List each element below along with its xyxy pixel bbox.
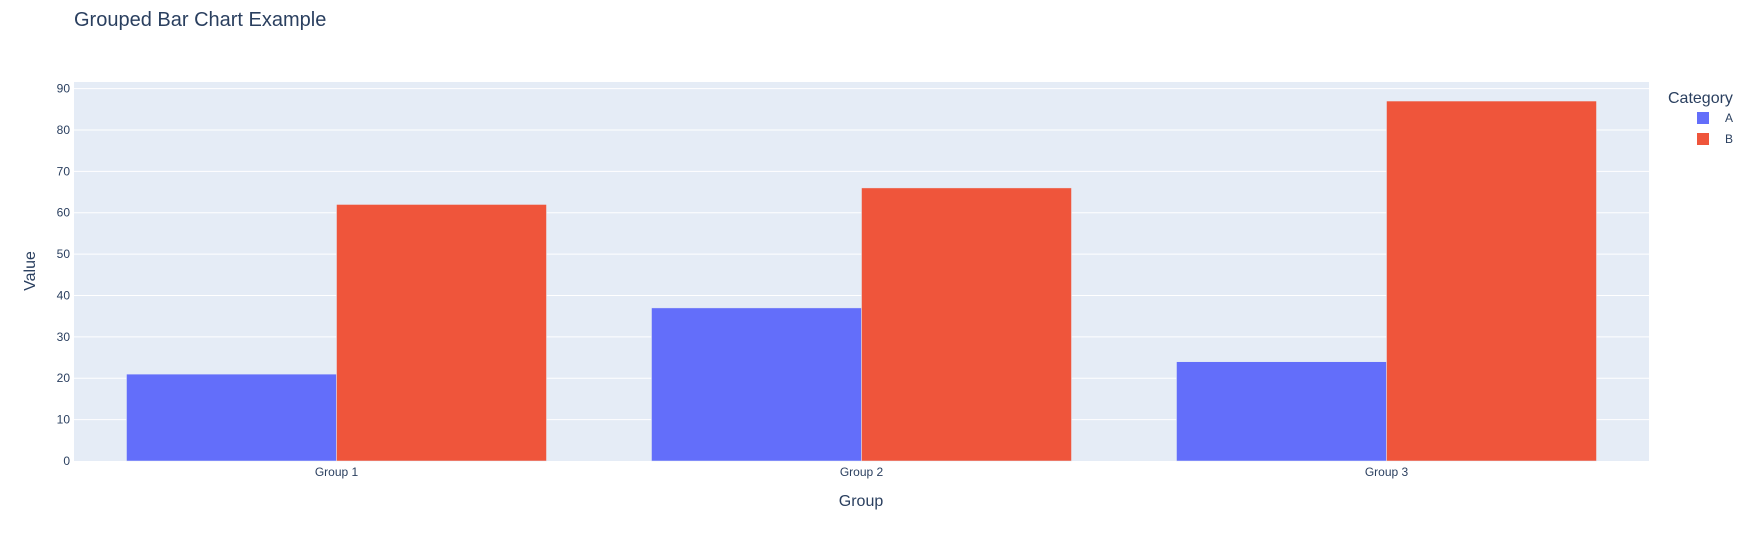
x-axis-label: Group bbox=[839, 493, 884, 510]
y-tick-label: 10 bbox=[57, 413, 71, 427]
legend: Category AB bbox=[1668, 90, 1733, 146]
bar-b-2[interactable] bbox=[861, 187, 1072, 462]
y-tick-label: 90 bbox=[57, 82, 71, 96]
legend-label-a[interactable]: A bbox=[1725, 111, 1733, 125]
legend-swatch-a[interactable] bbox=[1697, 112, 1709, 124]
bar-a-1[interactable] bbox=[126, 373, 337, 462]
x-tick-label: Group 1 bbox=[315, 465, 359, 479]
legend-title: Category bbox=[1668, 90, 1733, 107]
legend-swatch-b[interactable] bbox=[1697, 133, 1709, 145]
x-tick-labels: Group 1 Group 2 Group 3 bbox=[315, 465, 1409, 479]
y-tick-label: 0 bbox=[63, 454, 70, 468]
x-tick-label: Group 2 bbox=[840, 465, 884, 479]
bar-b-3[interactable] bbox=[1386, 100, 1597, 462]
bar-a-2[interactable] bbox=[651, 307, 862, 462]
x-tick-label: Group 3 bbox=[1365, 465, 1409, 479]
y-tick-labels: 0 10 20 30 40 50 60 70 80 90 bbox=[57, 82, 71, 468]
y-tick-label: 60 bbox=[57, 206, 71, 220]
y-tick-label: 40 bbox=[57, 288, 71, 302]
bar-a-3[interactable] bbox=[1176, 361, 1387, 462]
y-tick-label: 50 bbox=[57, 247, 71, 261]
y-tick-label: 70 bbox=[57, 164, 71, 178]
y-tick-label: 30 bbox=[57, 330, 71, 344]
chart-title: Grouped Bar Chart Example bbox=[74, 9, 326, 31]
y-tick-label: 80 bbox=[57, 123, 71, 137]
legend-label-b[interactable]: B bbox=[1725, 132, 1733, 146]
legend-items: AB bbox=[1697, 111, 1733, 146]
bar-b-1[interactable] bbox=[336, 204, 547, 462]
y-axis-label: Value bbox=[22, 251, 39, 291]
y-tick-label: 20 bbox=[57, 371, 71, 385]
bars bbox=[126, 100, 1597, 462]
